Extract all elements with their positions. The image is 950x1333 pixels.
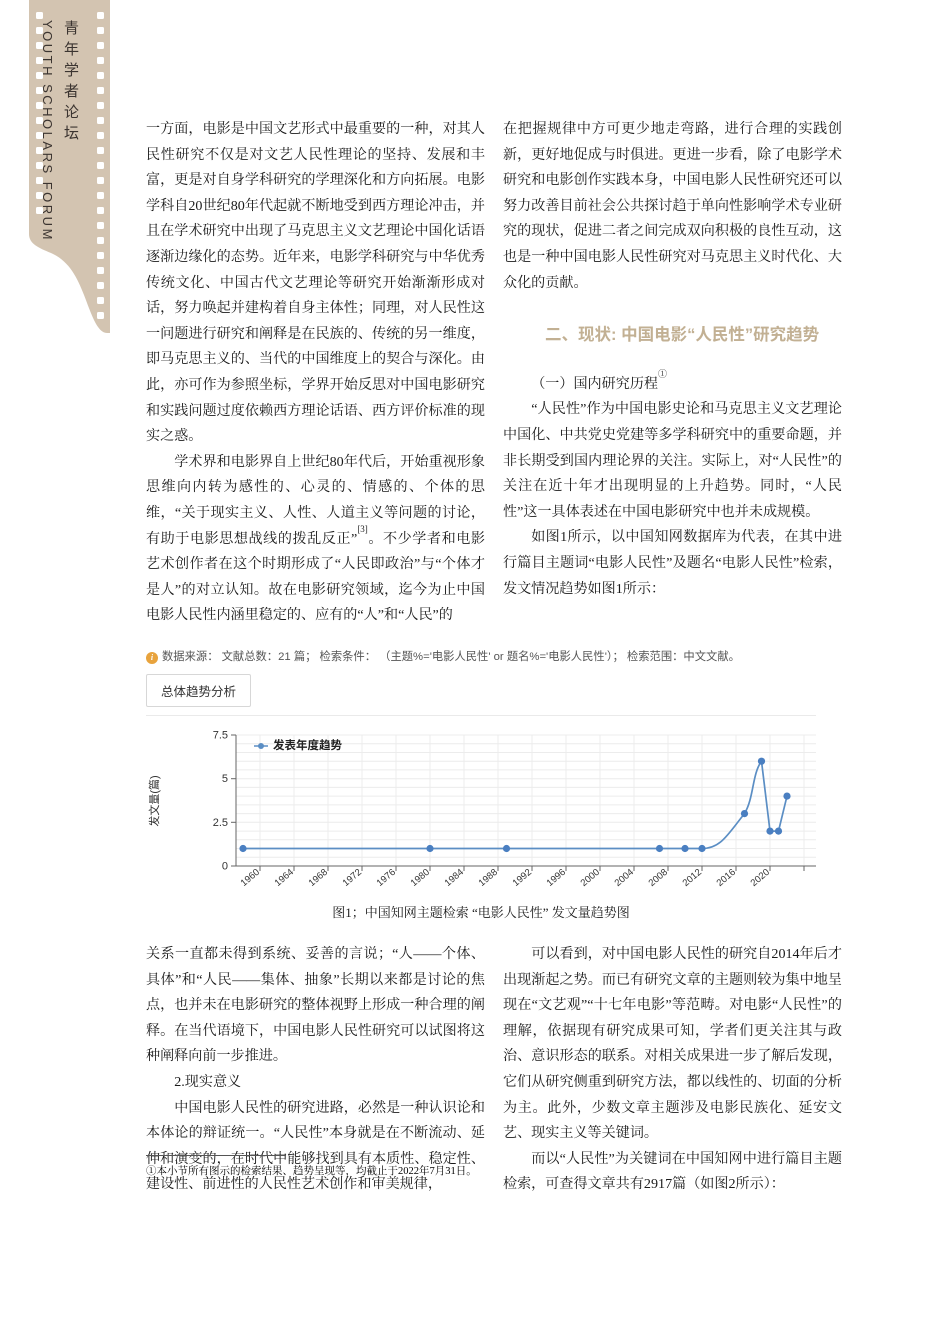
svg-text:发文量(篇): 发文量(篇) — [147, 775, 161, 826]
svg-text:1988: 1988 — [477, 867, 500, 889]
svg-text:1980: 1980 — [409, 867, 432, 889]
svg-text:1976: 1976 — [375, 867, 398, 889]
svg-text:5: 5 — [222, 773, 228, 785]
svg-text:7.5: 7.5 — [213, 730, 228, 742]
svg-text:2004: 2004 — [613, 867, 636, 889]
svg-text:2000: 2000 — [579, 867, 602, 889]
svg-text:1992: 1992 — [511, 867, 534, 889]
svg-text:1968: 1968 — [307, 867, 330, 889]
svg-text:1984: 1984 — [443, 867, 466, 889]
svg-text:2012: 2012 — [681, 867, 704, 889]
svg-text:1964: 1964 — [273, 867, 296, 889]
svg-text:1996: 1996 — [545, 867, 568, 889]
svg-text:2016: 2016 — [715, 867, 738, 889]
svg-text:2.5: 2.5 — [213, 817, 228, 829]
svg-text:1972: 1972 — [341, 867, 364, 889]
svg-text:2020: 2020 — [749, 867, 772, 889]
svg-text:2008: 2008 — [647, 867, 670, 889]
svg-text:1960: 1960 — [239, 867, 262, 889]
svg-text:发表年度趋势: 发表年度趋势 — [273, 738, 342, 752]
svg-text:0: 0 — [222, 861, 228, 873]
